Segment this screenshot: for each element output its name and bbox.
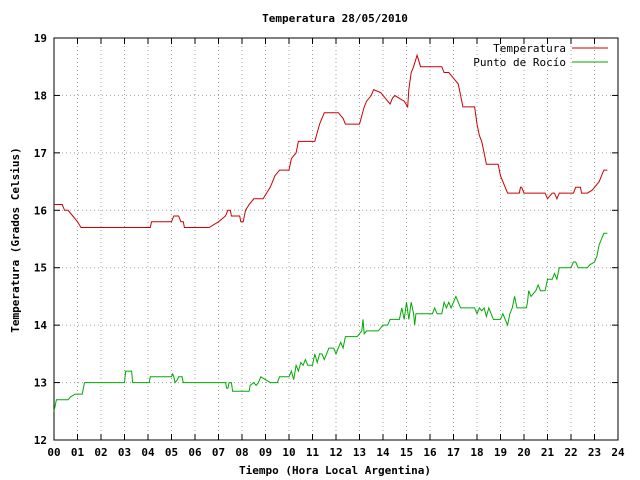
series-line-punto-de-rocio [53,232,608,412]
y-tick-label: 13 [34,377,47,390]
x-tick-label: 19 [494,446,507,459]
x-tick-label: 04 [141,446,155,459]
x-tick-label: 11 [306,446,320,459]
x-tick-label: 18 [470,446,483,459]
x-axis-label: Tiempo (Hora Local Argentina) [239,464,431,477]
x-tick-label: 00 [47,446,60,459]
y-tick-label: 17 [34,147,47,160]
y-axis-label: Temperatura (Grados Celsius) [9,147,22,332]
x-tick-label: 12 [329,446,342,459]
y-tick-label: 18 [34,89,47,102]
x-tick-label: 16 [423,446,437,459]
y-tick-label: 14 [34,319,48,332]
y-tick-label: 12 [34,434,47,447]
x-axis: 00 01 02 03 04 05 06 07 08 09 10 11 12 13 14 15 16 17 18 19… [47,38,625,459]
x-tick-label: 09 [259,446,272,459]
x-tick-label: 22 [564,446,577,459]
x-tick-label: 21 [541,446,555,459]
x-tick-label: 23 [588,446,601,459]
legend-label: Punto de Rocío [473,56,566,69]
series-layer [53,53,608,412]
grid-lines [54,38,618,440]
x-tick-label: 06 [188,446,202,459]
x-tick-label: 02 [94,446,107,459]
series-line-temperatura [54,53,608,228]
x-tick-label: 03 [118,446,131,459]
legend-label: Temperatura [493,42,566,55]
x-tick-label: 10 [282,446,295,459]
x-tick-label: 14 [376,446,390,459]
x-tick-label: 20 [517,446,530,459]
x-tick-label: 01 [71,446,85,459]
x-tick-label: 24 [611,446,625,459]
x-tick-label: 07 [212,446,225,459]
chart-title: Temperatura 28/05/2010 [262,12,408,25]
y-tick-label: 16 [34,204,48,217]
x-tick-label: 17 [447,446,460,459]
x-tick-label: 05 [165,446,178,459]
y-axis: 12 13 14 15 16 17 18 19 [34,32,618,447]
x-tick-label: 15 [400,446,413,459]
y-tick-label: 19 [34,32,47,45]
x-tick-label: 08 [235,446,248,459]
x-tick-label: 13 [353,446,366,459]
y-tick-label: 15 [34,262,47,275]
